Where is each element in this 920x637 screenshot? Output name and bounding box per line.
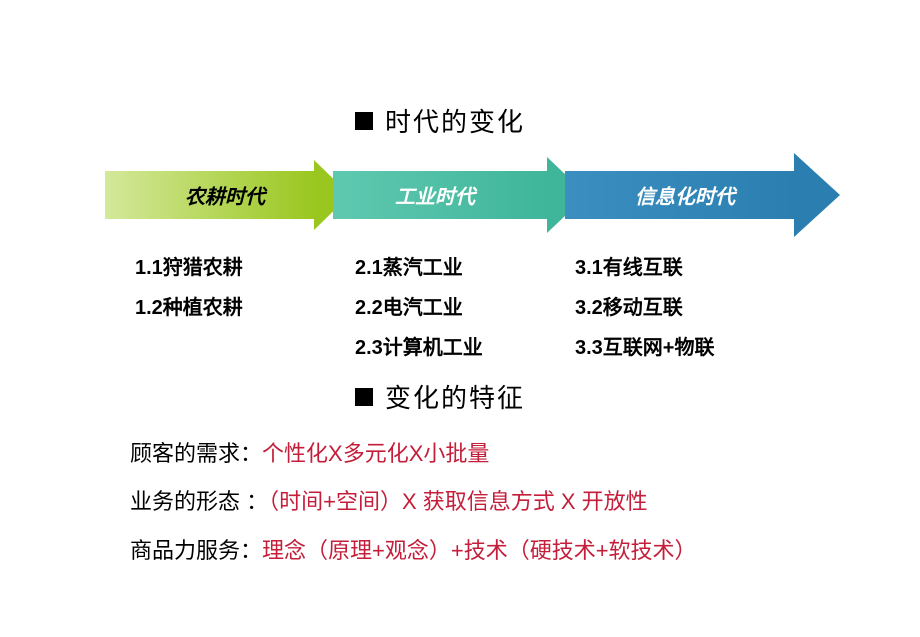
characteristic-row-1: 顾客的需求：个性化X多元化X小批量 [130, 430, 697, 478]
arrow-label-3: 信息化时代 [635, 181, 735, 210]
era-item: 3.2移动互联 [575, 288, 714, 328]
era-column-2: 2.1蒸汽工业2.2电汽工业2.3计算机工业 [355, 248, 483, 368]
arrow-head-3 [794, 153, 840, 237]
characteristic-value: 个性化X多元化X小批量 [262, 441, 489, 466]
title-1-row: 时代的变化 [355, 102, 525, 139]
era-item: 2.2电汽工业 [355, 288, 483, 328]
era-column-1: 1.1狩猎农耕1.2种植农耕 [135, 248, 243, 328]
era-item: 2.3计算机工业 [355, 328, 483, 368]
characteristic-row-2: 业务的形态 ：（时间+空间）X 获取信息方式 X 开放性 [130, 478, 697, 526]
era-item: 3.1有线互联 [575, 248, 714, 288]
arrow-label-2: 工业时代 [395, 181, 475, 210]
title-1-text: 时代的变化 [385, 102, 525, 139]
era-item: 1.1狩猎农耕 [135, 248, 243, 288]
arrow-label-1: 农耕时代 [185, 181, 265, 210]
title-2-text: 变化的特征 [385, 378, 525, 415]
title-2-row: 变化的特征 [355, 378, 525, 415]
era-column-3: 3.1有线互联3.2移动互联3.3互联网+物联 [575, 248, 714, 368]
era-item: 3.3互联网+物联 [575, 328, 714, 368]
characteristic-label: 商品力服务： [130, 538, 262, 563]
characteristic-label: 业务的形态 ： [130, 489, 268, 514]
characteristic-value: （时间+空间）X 获取信息方式 X 开放性 [268, 489, 648, 514]
characteristic-row-3: 商品力服务：理念（原理+观念）+技术（硬技术+软技术） [130, 527, 697, 575]
characteristic-label: 顾客的需求： [130, 441, 262, 466]
characteristic-value: 理念（原理+观念）+技术（硬技术+软技术） [262, 538, 697, 563]
timeline-arrow: 农耕时代 工业时代 信息化时代 [105, 155, 855, 235]
square-bullet-icon [355, 388, 373, 406]
characteristics-list: 顾客的需求：个性化X多元化X小批量业务的形态 ：（时间+空间）X 获取信息方式 … [130, 430, 697, 575]
square-bullet-icon [355, 112, 373, 130]
era-item: 2.1蒸汽工业 [355, 248, 483, 288]
era-item: 1.2种植农耕 [135, 288, 243, 328]
